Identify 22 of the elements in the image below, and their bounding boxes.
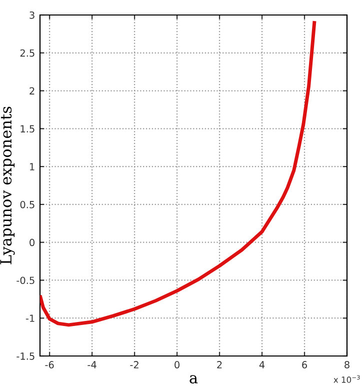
- y-tick-label: 1.5: [20, 125, 34, 132]
- x-tick-label: 4: [259, 361, 265, 368]
- y-tick-label: 0.5: [20, 200, 34, 208]
- text: x 10$^{−3}$: [334, 375, 360, 383]
- y-axis-title: Lyapunov exponents: [0, 106, 15, 264]
- y-tick-label: 1: [30, 163, 34, 170]
- x-tick-label: 0: [174, 361, 180, 368]
- x-tick-label: 8: [344, 361, 350, 368]
- y-tick-label: -1: [26, 314, 34, 322]
- x-tick-label: 2: [217, 361, 222, 368]
- x-tick-label: 6: [302, 361, 307, 368]
- x-tick-label: -6: [45, 361, 54, 368]
- x-tick-label: -4: [88, 361, 96, 368]
- x-axis-title: a: [190, 375, 198, 384]
- y-tick-label: 0: [30, 238, 34, 246]
- x-tick-label: -2: [130, 361, 138, 368]
- y-tick-label: -1.5: [16, 352, 34, 360]
- y-tick-label: -0.5: [16, 276, 34, 284]
- line-series: [40, 19, 316, 327]
- y-tick-label: 2: [30, 87, 34, 94]
- y-tick-label: 2.5: [20, 49, 34, 57]
- y-tick-label: 3: [30, 11, 34, 19]
